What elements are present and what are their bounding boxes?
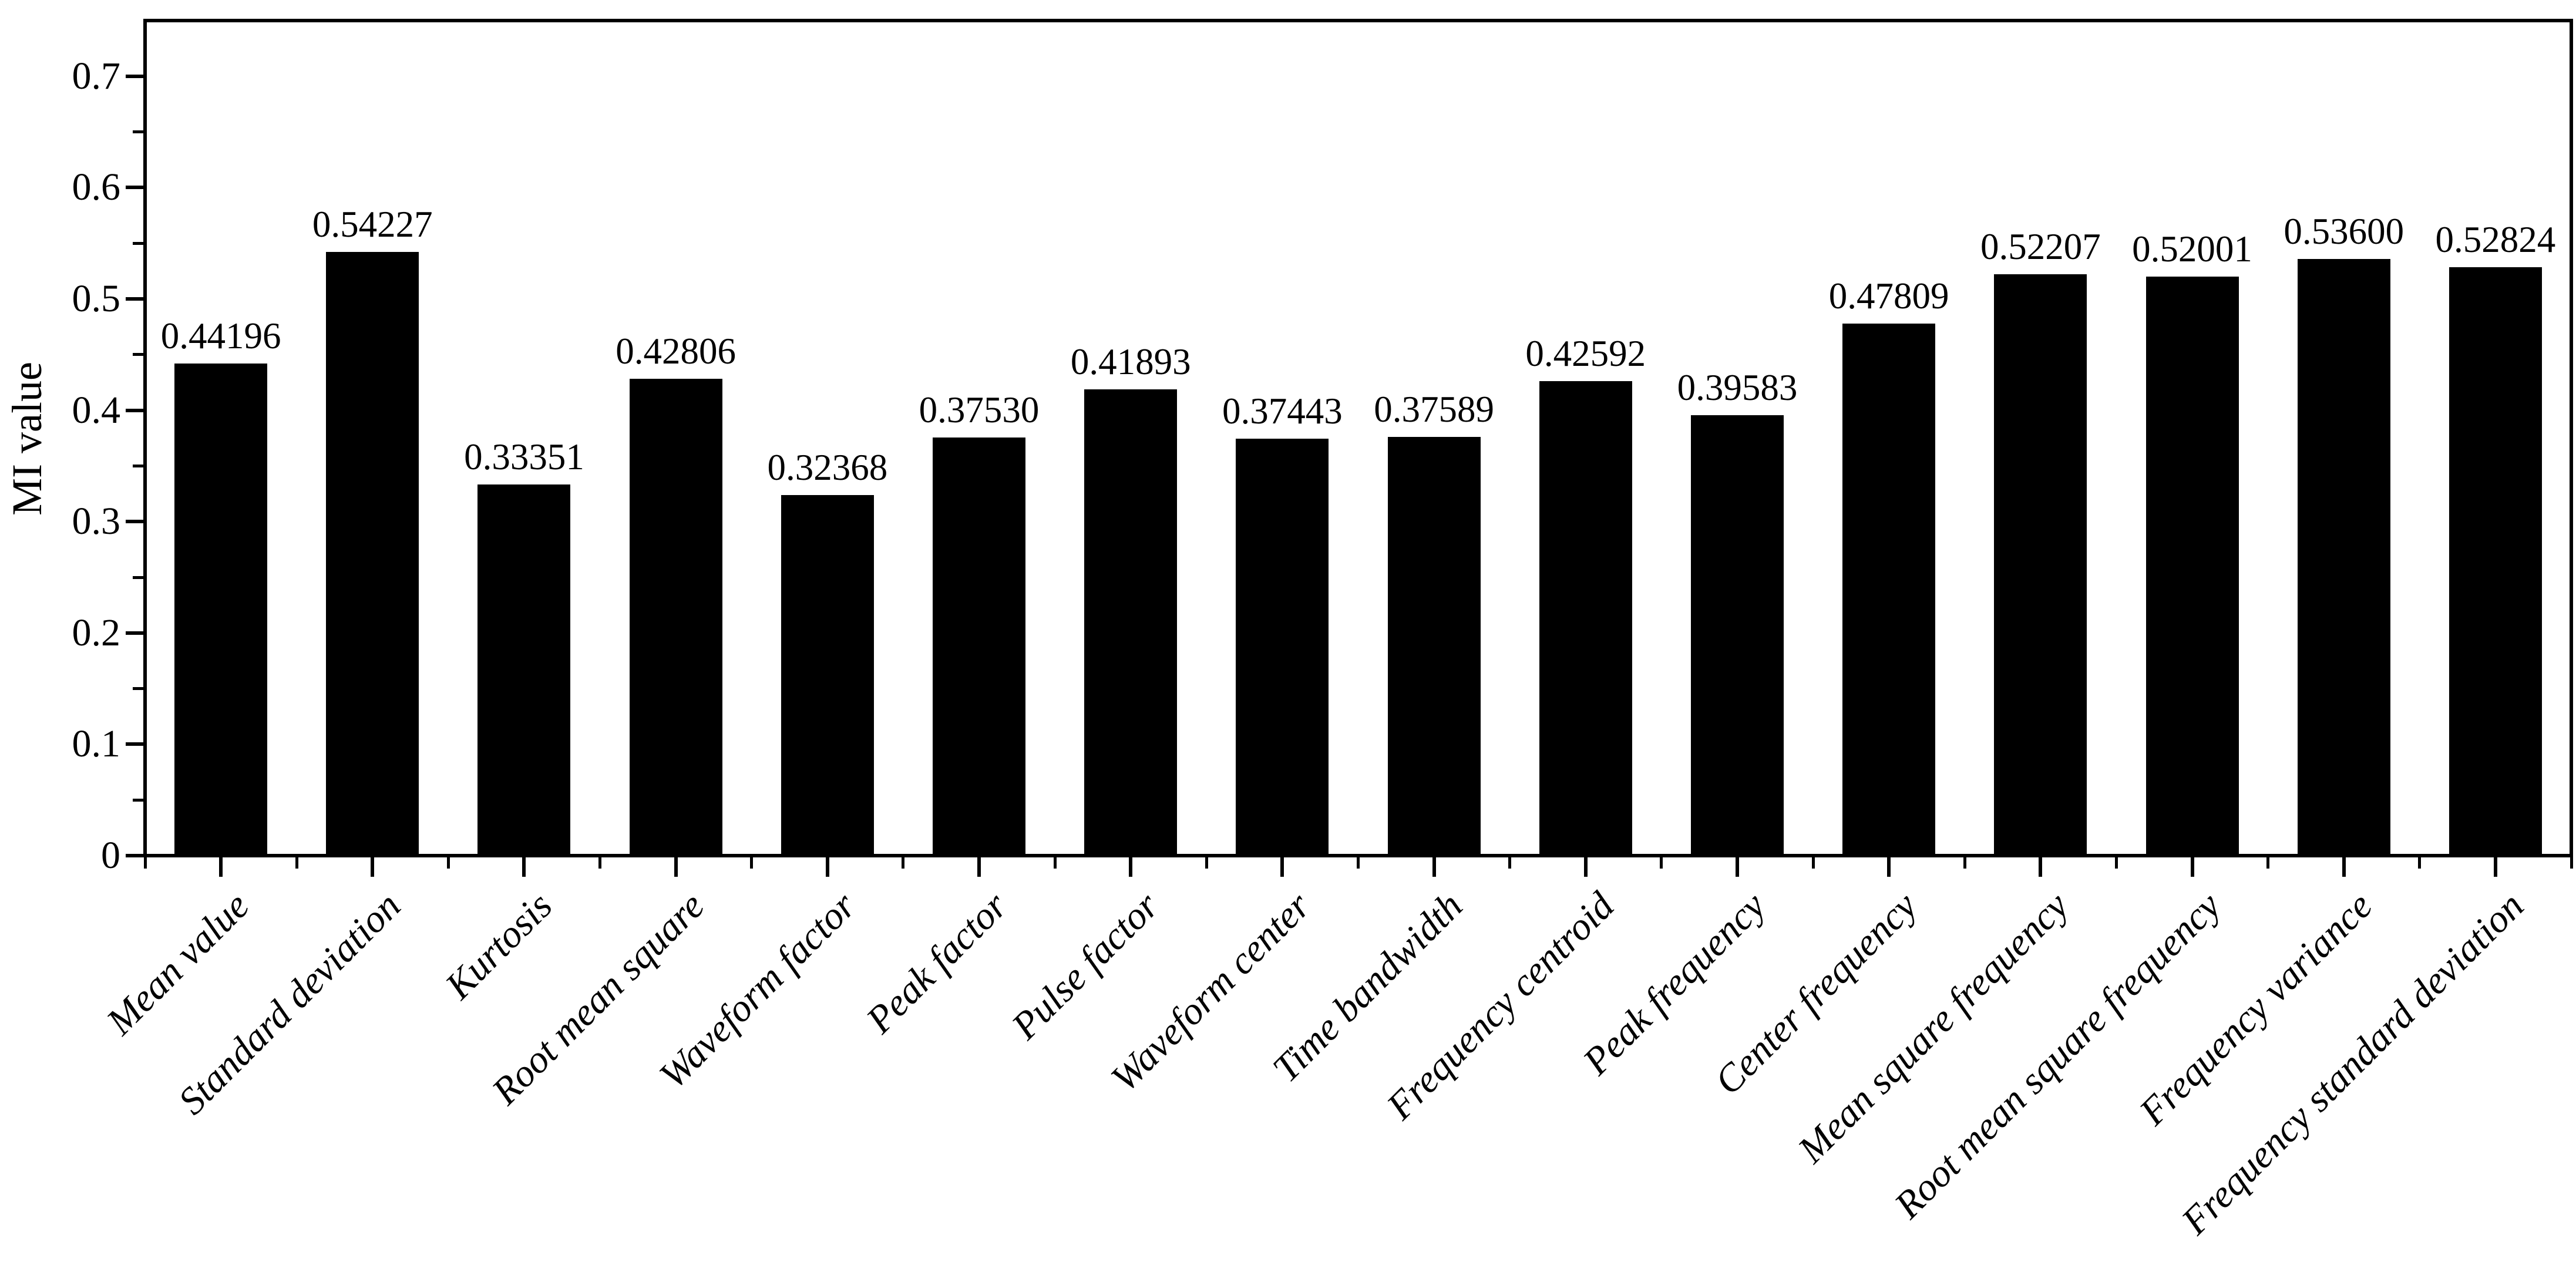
- bar: [933, 438, 1026, 856]
- y-axis-major-tick: [126, 408, 143, 412]
- bar-value-label: 0.52824: [2435, 219, 2556, 261]
- bar-value-label: 0.42592: [1525, 333, 1646, 375]
- x-axis-major-tick: [219, 856, 223, 877]
- y-axis-tick-label: 0.2: [72, 611, 121, 654]
- x-axis-minor-tick: [143, 856, 147, 869]
- y-axis-tick-label: 0.1: [72, 722, 121, 766]
- bar: [781, 495, 874, 856]
- bar: [1994, 274, 2087, 856]
- y-axis-minor-tick: [133, 687, 143, 691]
- y-axis-minor-tick: [133, 353, 143, 356]
- bar-value-label: 0.39583: [1677, 366, 1798, 408]
- x-axis-major-tick: [1735, 856, 1739, 877]
- bar: [1842, 323, 1936, 856]
- y-axis-major-tick: [126, 186, 143, 190]
- y-axis-tick-label: 0.4: [72, 388, 121, 432]
- bar: [2297, 258, 2390, 856]
- bar-value-label: 0.44196: [160, 315, 281, 357]
- x-axis-minor-tick: [598, 856, 602, 869]
- x-axis-minor-tick: [2114, 856, 2118, 869]
- x-axis-major-tick: [522, 856, 526, 877]
- x-axis-major-tick: [977, 856, 981, 877]
- x-axis-minor-tick: [1053, 856, 1057, 869]
- x-axis-minor-tick: [2418, 856, 2422, 869]
- bar: [2145, 277, 2239, 856]
- x-axis-major-tick: [371, 856, 375, 877]
- y-axis-major-tick: [126, 74, 143, 78]
- bar: [1387, 437, 1481, 856]
- x-axis-minor-tick: [1811, 856, 1815, 869]
- x-axis-minor-tick: [1963, 856, 1966, 869]
- y-axis-minor-tick: [133, 130, 143, 134]
- bar-value-label: 0.42806: [616, 331, 737, 372]
- bar: [1236, 439, 1329, 856]
- x-axis-minor-tick: [1205, 856, 1208, 869]
- bar: [326, 251, 419, 856]
- x-axis-major-tick: [2190, 856, 2194, 877]
- bar-value-label: 0.52207: [1980, 226, 2101, 268]
- y-axis-tick-label: 0: [101, 834, 120, 877]
- bar: [477, 484, 571, 856]
- x-axis-minor-tick: [1357, 856, 1360, 869]
- bar-value-label: 0.52001: [2132, 228, 2252, 270]
- x-axis-minor-tick: [902, 856, 905, 869]
- bar: [2449, 267, 2542, 856]
- y-axis-tick-label: 0.3: [72, 500, 121, 543]
- bar: [1690, 415, 1784, 856]
- bar-value-label: 0.47809: [1828, 275, 1949, 317]
- bar-value-label: 0.37443: [1222, 391, 1343, 432]
- y-axis-minor-tick: [133, 241, 143, 245]
- bar-value-label: 0.33351: [464, 436, 584, 477]
- x-axis-major-tick: [825, 856, 829, 877]
- y-axis-tick-label: 0.7: [72, 54, 121, 97]
- y-axis-tick-label: 0.5: [72, 277, 121, 320]
- x-axis-major-tick: [2039, 856, 2043, 877]
- x-axis-major-tick: [1887, 856, 1891, 877]
- x-axis-minor-tick: [2266, 856, 2270, 869]
- x-axis-minor-tick: [1508, 856, 1512, 869]
- bar-value-label: 0.41893: [1070, 341, 1191, 382]
- x-axis-major-tick: [674, 856, 678, 877]
- x-axis-major-tick: [1280, 856, 1284, 877]
- bar: [174, 364, 268, 856]
- x-axis-major-tick: [1432, 856, 1436, 877]
- y-axis-minor-tick: [133, 798, 143, 802]
- bar-value-label: 0.32368: [767, 447, 888, 489]
- bar-value-label: 0.54227: [312, 203, 433, 245]
- y-axis-major-tick: [126, 520, 143, 524]
- x-axis-major-tick: [2493, 856, 2497, 877]
- x-axis-major-tick: [2342, 856, 2346, 877]
- bar-value-label: 0.37589: [1374, 389, 1494, 430]
- x-axis-minor-tick: [446, 856, 450, 869]
- x-axis-minor-tick: [750, 856, 754, 869]
- y-axis-minor-tick: [133, 576, 143, 579]
- x-axis-major-tick: [1129, 856, 1133, 877]
- bar: [629, 379, 722, 856]
- x-axis-minor-tick: [1660, 856, 1663, 869]
- bar: [1539, 381, 1632, 856]
- x-axis-minor-tick: [295, 856, 298, 869]
- y-axis-major-tick: [126, 631, 143, 635]
- y-axis-tick-label: 0.6: [72, 166, 121, 209]
- x-axis-minor-tick: [2570, 856, 2573, 869]
- bar-value-label: 0.37530: [919, 389, 1040, 431]
- y-axis-minor-tick: [133, 464, 143, 467]
- y-axis-major-tick: [126, 297, 143, 301]
- y-axis-major-tick: [126, 854, 143, 857]
- x-axis-major-tick: [1583, 856, 1588, 877]
- bar: [1084, 389, 1178, 856]
- bar-value-label: 0.53600: [2284, 210, 2405, 252]
- y-axis-major-tick: [126, 742, 143, 746]
